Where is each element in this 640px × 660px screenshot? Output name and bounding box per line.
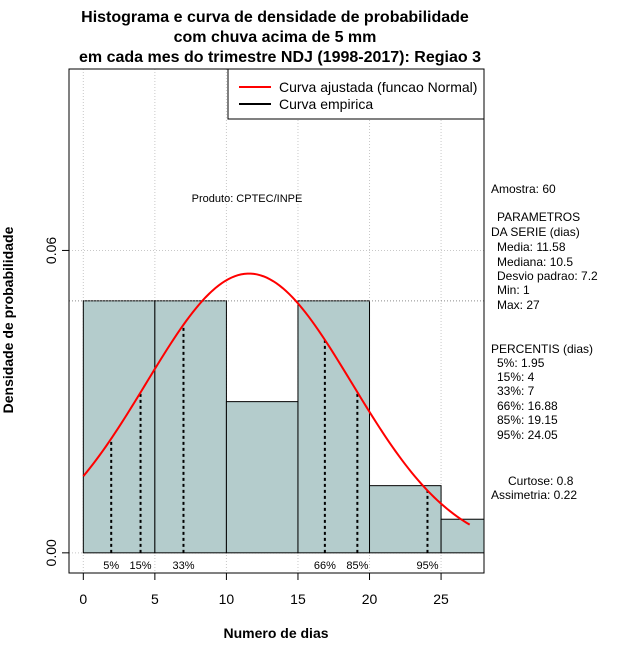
y-axis-title: Densidade de probabilidade [0, 226, 16, 413]
params-heading-2: DA SERIE (dias) [491, 225, 580, 239]
percentil-85: 85%: 19.15 [497, 413, 558, 427]
fit-curve-line [82, 272, 471, 526]
percentil-5: 5%: 1.95 [497, 356, 545, 370]
x-tick-label: 10 [219, 591, 235, 607]
chart-title: Histograma e curva de densidade de proba… [79, 9, 481, 66]
title-line-2: com chuva acima de 5 mm [174, 29, 377, 46]
y-tick-label: 0.06 [43, 237, 59, 264]
percentile-label: 95% [416, 560, 438, 572]
percentile-label: 15% [130, 560, 152, 572]
side-panel: Amostra: 60 PARAMETROS DA SERIE (dias) M… [491, 182, 598, 502]
x-tick-label: 0 [79, 591, 87, 607]
histogram-bar [297, 300, 371, 554]
legend-label-fit: Curva ajustada (funcao Normal) [279, 79, 477, 95]
skewness: Assimetria: 0.22 [491, 488, 577, 502]
sample-size: Amostra: 60 [491, 182, 556, 196]
percentile-label: 66% [314, 560, 336, 572]
x-tick-label: 15 [290, 591, 306, 607]
param-median: Mediana: 10.5 [497, 255, 573, 269]
percentile-label: 85% [346, 560, 368, 572]
percentile-label: 5% [103, 560, 119, 572]
percentil-66: 66%: 16.88 [497, 399, 558, 413]
fit-curve-layer [82, 272, 471, 526]
histogram-bar [225, 401, 299, 554]
percentile-lines-layer: 5% 15% 33% 66% 85% 95% [103, 324, 439, 572]
params-heading-1: PARAMETROS [497, 210, 580, 224]
kurtosis: Curtose: 0.8 [508, 474, 574, 488]
x-tick-label: 20 [362, 591, 378, 607]
x-tick-label: 5 [151, 591, 159, 607]
legend: Curva ajustada (funcao Normal)Curva empi… [227, 68, 485, 120]
title-line-1: Histograma e curva de densidade de proba… [81, 9, 469, 26]
histogram-bar [369, 485, 442, 554]
percentis-heading: PERCENTIS (dias) [491, 342, 593, 356]
legend-box [227, 68, 485, 120]
percentile-label: 33% [172, 560, 194, 572]
x-axis-title: Numero de dias [223, 625, 328, 641]
percentil-95: 95%: 24.05 [497, 428, 558, 442]
param-max: Max: 27 [497, 298, 540, 312]
title-line-3: em cada mes do trimestre NDJ (1998-2017)… [79, 49, 481, 66]
percentil-33: 33%: 7 [497, 384, 535, 398]
bars-layer [82, 300, 485, 554]
product-annotation: Produto: CPTEC/INPE [192, 193, 303, 205]
legend-label-empirical: Curva empirica [279, 96, 373, 112]
param-sd: Desvio padrao: 7.2 [497, 269, 598, 283]
percentil-15: 15%: 4 [497, 370, 535, 384]
param-min: Min: 1 [497, 283, 530, 297]
param-mean: Media: 11.58 [497, 240, 566, 254]
y-tick-label: 0.00 [43, 539, 59, 566]
histogram-bar [154, 300, 227, 554]
x-tick-label: 25 [433, 591, 449, 607]
histogram-bar [440, 518, 485, 554]
